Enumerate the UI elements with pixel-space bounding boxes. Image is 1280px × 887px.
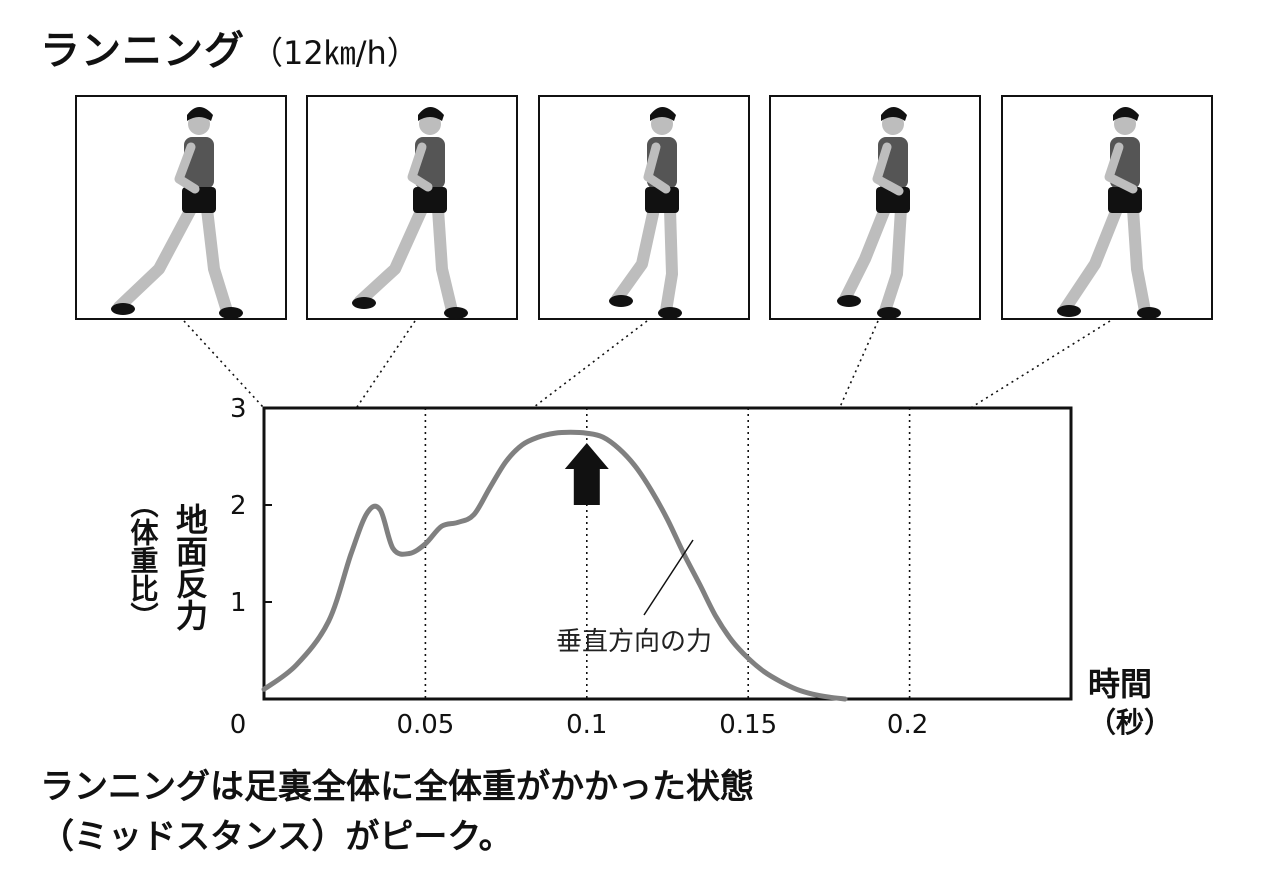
x-ticks: 0 0.05 0.1 0.15 0.2 [230, 710, 929, 740]
title-main: ランニング [40, 28, 245, 74]
runner-panel [538, 95, 750, 320]
y-tick-label: 3 [230, 394, 247, 424]
x-axis-unit: （秒） [1088, 706, 1172, 739]
runner-panels [75, 95, 1213, 320]
y-axis-unit: （体重比） [127, 490, 160, 630]
runner-figure-icon [111, 107, 243, 319]
plot-frame [262, 406, 1073, 701]
caption-line-1: ランニングは足裏全体に全体重がかかった状態 [40, 767, 754, 807]
page-title: ランニング （12㎞/h） [40, 18, 419, 76]
y-tick-label: 2 [230, 491, 247, 521]
panel-connectors [183, 320, 1111, 408]
y-axis-label: 地面反力 [171, 503, 209, 632]
connector-line [533, 320, 648, 408]
runner-figure-icon [1057, 107, 1161, 319]
series-line-vertical-force [261, 429, 848, 702]
runner-panel [769, 95, 981, 320]
peak-arrow-icon [564, 443, 609, 505]
caption-line-2: （ミッドスタンス）がピーク。 [40, 817, 513, 857]
y-tick-label: 1 [230, 588, 247, 618]
runner-figure-icon [837, 107, 910, 319]
runner-panel [306, 95, 518, 320]
x-axis-label: 時間 [1088, 665, 1152, 703]
connector-line [971, 320, 1111, 408]
y-ticks: 1 2 3 [230, 394, 272, 618]
title-speed: （12㎞/h） [251, 34, 419, 72]
runner-figure-icon [609, 107, 682, 319]
runner-panel [1001, 95, 1213, 320]
x-tick-label: 0.05 [396, 710, 454, 740]
annotation-leader [643, 539, 694, 616]
connector-line [183, 320, 264, 408]
connector-line [839, 320, 879, 408]
annotation-label: 垂直方向の力 [556, 627, 712, 657]
runner-panel [75, 95, 287, 320]
figure: 1 2 3 0 0.05 0.1 0.15 0.2 垂直方向の力 地面反力 （体重比） 時間… [75, 95, 1213, 740]
x-tick-label: 0.1 [566, 710, 607, 740]
caption: ランニングは足裏全体に全体重がかかった状態 （ミッドスタンス）がピーク。 [40, 762, 754, 862]
x-tick-label: 0.15 [719, 710, 777, 740]
x-tick-label: 0.2 [887, 710, 928, 740]
runner-figure-icon [352, 107, 468, 319]
connector-line [356, 320, 416, 408]
x-tick-label: 0 [230, 710, 247, 740]
